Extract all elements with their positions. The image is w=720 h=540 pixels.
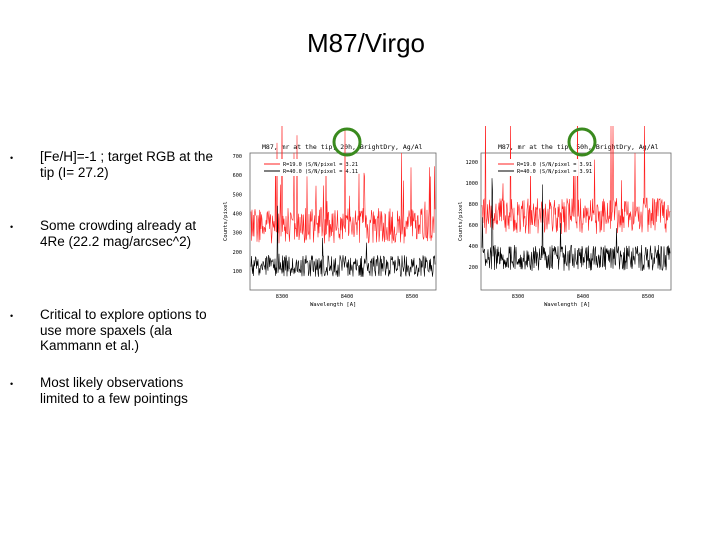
x-tick-labels: 8300 8400 8500 [512,294,655,300]
y-tick-label: 800 [469,202,478,208]
y-tick-label: 600 [469,223,478,229]
y-tick-label: 400 [233,212,242,218]
y-axis-label: Counts/pixel [458,201,464,241]
bullet-text: Some crowding already at 4Re (22.2 mag/a… [40,218,197,249]
legend-entry: R=19.0 (S/N/pixel = 3.91 [517,162,592,168]
slide-title: M87/Virgo [306,28,426,58]
black-spectrum [250,205,436,278]
y-tick-label: 600 [233,173,242,179]
plot-header: M87, mr at the tip, 50h, BrightDry, Ag/A… [498,143,659,151]
x-tick-label: 8300 [276,294,289,300]
x-tick-label: 8400 [341,294,354,300]
x-axis-label: Wavelength [A] [310,302,356,308]
x-tick-label: 8500 [642,294,655,300]
y-tick-label: 500 [233,192,242,198]
x-tick-label: 8500 [406,294,419,300]
x-tick-label: 8300 [512,294,525,300]
legend-box [496,159,578,176]
plot-header: M87, mr at the tip, 20h, BrightDry, Ag/A… [262,143,423,151]
x-tick-labels: 8300 8400 8500 [276,294,419,300]
legend-entry: R=40.0 (S/N/pixel = 3.91 [517,169,592,175]
red-spectrum [481,126,671,235]
y-tick-label: 400 [469,244,478,250]
legend-box [262,159,344,176]
y-tick-label: 1000 [466,181,479,187]
legend-entry: R=40.0 (S/N/pixel = 4.11 [283,169,358,175]
highlight-circle [567,127,597,157]
y-tick-label: 100 [233,269,242,275]
spectrum-plot-svg: M87, mr at the tip, 20h, BrightDry, Ag/A… [223,126,437,308]
black-spectrum [481,178,671,272]
y-tick-labels: 1200 1000 800 600 400 200 [466,160,479,271]
y-tick-label: 200 [469,265,478,271]
spectrum-figure-20h: M87, mr at the tip, 20h, BrightDry, Ag/A… [222,126,447,308]
spectrum-plot-svg: M87, mr at the tip, 50h, BrightDry, Ag/A… [458,126,672,308]
bullet-dot: • [10,311,14,321]
spectrum-figure-50h: M87, mr at the tip, 50h, BrightDry, Ag/A… [452,126,682,308]
y-tick-label: 700 [233,154,242,160]
highlight-circle [332,127,362,157]
bullet-text: Critical to explore options to use more … [40,307,207,353]
bullet-dot: • [10,222,14,232]
y-tick-labels: 700 600 500 400 300 200 100 [233,154,242,275]
y-tick-label: 1200 [466,160,479,166]
y-tick-label: 300 [233,231,242,237]
x-tick-label: 8400 [577,294,590,300]
x-axis-label: Wavelength [A] [544,302,590,308]
legend-entry: R=19.0 (S/N/pixel = 3.21 [283,162,358,168]
bullet-dot: • [10,153,14,163]
bullet-dot: • [10,379,14,389]
y-axis-label: Counts/pixel [223,201,229,241]
bullet-text: Most likely observations limited to a fe… [40,375,188,406]
red-spectrum [250,126,436,244]
bullet-text: [Fe/H]=-1 ; target RGB at the tip (I= 27… [40,149,213,180]
y-tick-label: 200 [233,250,242,256]
